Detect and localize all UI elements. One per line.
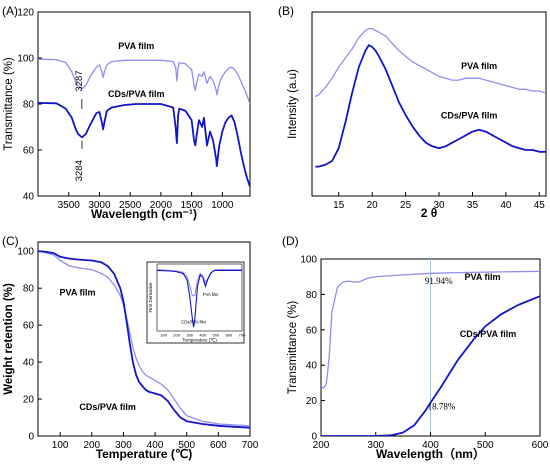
inset-x-axis-label: Temperature (℃) <box>182 338 217 343</box>
x-tick-label: 400 <box>147 440 164 451</box>
y-tick-label: 60 <box>306 325 318 336</box>
x-tick-label: 2000 <box>150 200 173 211</box>
y-tick-label: 20 <box>306 396 318 407</box>
series-line-cds-pva <box>321 295 540 436</box>
x-tick-label: 600 <box>210 440 227 451</box>
series-line-cds-pva <box>38 102 250 188</box>
annotation-label: CDs/PVA film <box>108 89 165 99</box>
inset-series-label: PVA film <box>203 292 219 297</box>
x-tick-label: 2500 <box>119 200 142 211</box>
series-line-pva <box>321 270 540 389</box>
panel-letter: (C) <box>2 234 19 248</box>
inset-chart: 100 200 300 400 500 600 700 Temperature (℃) Firs… <box>146 261 246 344</box>
panel-c: (C)100 200 300 400 500 600 700020406080100Temp… <box>2 234 259 461</box>
panel-letter: (B) <box>278 4 294 18</box>
x-tick-label: 100 <box>52 440 69 451</box>
x-tick-label: 200 <box>313 440 330 451</box>
y-tick-label: 100 <box>17 54 34 65</box>
x-axis-label: Temperature (℃) <box>96 447 193 461</box>
inset-x-tick-label: 500 <box>213 333 220 338</box>
y-axis-label: Intensity (a.u) <box>287 69 299 139</box>
annotation-label: PVA film <box>465 272 501 282</box>
plot-frame <box>311 11 547 197</box>
x-tick-label: 200 <box>83 440 100 451</box>
annotation-label: 91.94% <box>425 276 453 286</box>
annotation-label: PVA film <box>118 41 154 51</box>
annotation-label: 3287 <box>74 70 85 91</box>
panel-letter: (D) <box>282 234 299 248</box>
y-tick-label: 20 <box>23 395 35 406</box>
inset-series-label: CDs/PVA film <box>181 319 206 324</box>
annotation-label: CDs/PVA film <box>79 402 136 412</box>
x-tick-label: 1500 <box>180 200 203 211</box>
x-tick-label: 40 <box>500 200 512 211</box>
panel-d: (D) 200 300 400 500 600 0 20 40 60 80 100 Wavelength… <box>282 234 549 461</box>
y-tick-label: 40 <box>23 358 35 369</box>
y-tick-label: 80 <box>23 284 35 295</box>
y-tick-label: 100 <box>17 247 34 258</box>
x-tick-label: 45 <box>534 200 546 211</box>
inset-x-tick-label: 400 <box>199 333 206 338</box>
y-axis-label: Weight retention (%) <box>3 283 15 395</box>
y-tick-label: 120 <box>17 8 34 19</box>
series-line-cds-pva <box>38 250 250 429</box>
annotation-label: PVA film <box>60 288 96 298</box>
annotation-label: PVA film <box>461 61 497 71</box>
x-tick-label: 30 <box>433 200 445 211</box>
inset-x-tick-label: 600 <box>226 333 233 338</box>
series-line-pva <box>38 58 250 105</box>
y-tick-label: 60 <box>23 321 35 332</box>
x-tick-label: 1000 <box>211 200 234 211</box>
panel-b: (B) 15 20 25 30 35 40 45 2 θ Intensity (a.u) PVA f… <box>278 4 547 220</box>
y-tick-label: 60 <box>23 146 35 157</box>
y-tick-label: 80 <box>23 100 35 111</box>
inset-x-tick-label: 200 <box>173 333 180 338</box>
annotation-label: CDs/PVA film <box>460 329 517 339</box>
plot-frame <box>37 241 251 437</box>
panel-a: (A) 3500 3000 2500 2000 1500 1000 40 60 80 100 120 W… <box>2 4 251 221</box>
series-line-pva <box>314 27 546 98</box>
annotation-label: 3284 <box>74 160 85 181</box>
inset-x-tick-label: 100 <box>160 333 167 338</box>
x-tick-label: 500 <box>477 440 494 451</box>
inset-y-axis-label: First Derivative <box>148 282 153 313</box>
y-tick-label: 80 <box>306 290 318 301</box>
series-line-pva <box>38 250 250 427</box>
x-tick-label: 3000 <box>88 200 111 211</box>
x-tick-label: 300 <box>115 440 132 451</box>
inset-frame <box>146 261 245 344</box>
x-axis-label: 2 θ <box>421 206 438 220</box>
annotation-label: CDs/PVA film <box>441 111 498 121</box>
inset-series-line-cds-pva <box>156 269 242 328</box>
x-tick-label: 300 <box>367 440 384 451</box>
series-line-cds-pva <box>315 44 546 168</box>
inset-x-tick-label: 700 <box>239 333 246 338</box>
x-tick-label: 600 <box>532 440 549 451</box>
x-tick-label: 15 <box>333 200 345 211</box>
y-axis-label: Transmittance (%) <box>287 301 299 395</box>
panel-letter: (A) <box>2 4 18 18</box>
x-axis-label: Wavelength（nm） <box>376 446 485 461</box>
y-tick-label: 40 <box>23 192 35 203</box>
x-tick-label: 20 <box>367 200 379 211</box>
annotation-label: 18.78% <box>428 401 456 411</box>
x-tick-label: 35 <box>467 200 479 211</box>
inset-x-tick-label: 300 <box>186 333 193 338</box>
x-tick-label: 3500 <box>58 200 81 211</box>
inset-plot-frame <box>156 263 243 332</box>
x-tick-label: 500 <box>178 440 195 451</box>
x-tick-label: 400 <box>422 440 439 451</box>
x-axis-label: Wavelength (cm⁻¹) <box>91 207 197 221</box>
x-tick-label: 700 <box>242 440 259 451</box>
y-tick-label: 40 <box>306 361 318 372</box>
y-tick-label: 0 <box>28 432 34 443</box>
y-tick-label: 100 <box>300 255 317 266</box>
x-tick-label: 25 <box>400 200 412 211</box>
y-axis-label: Transmittance (%) <box>3 57 15 151</box>
y-tick-label: 0 <box>311 432 317 443</box>
